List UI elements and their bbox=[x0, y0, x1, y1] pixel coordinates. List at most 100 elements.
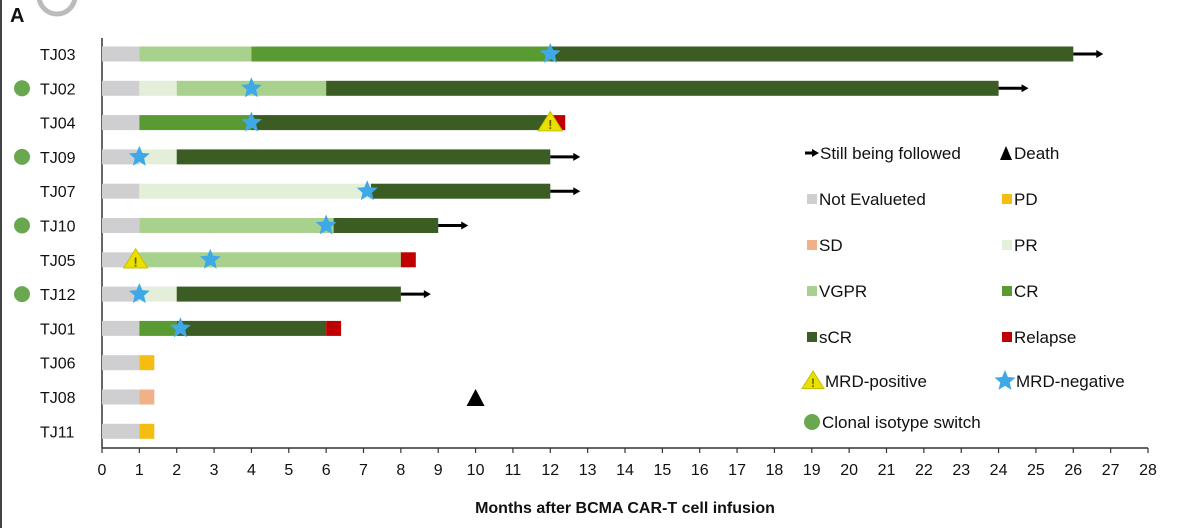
mrd-negative-star bbox=[241, 77, 262, 98]
bar-segment-scr bbox=[370, 183, 551, 199]
bar-segment-scr bbox=[326, 80, 999, 96]
mrd-negative-star bbox=[315, 214, 337, 235]
bar-segment-sd bbox=[139, 389, 155, 405]
x-tick-label: 11 bbox=[505, 462, 522, 479]
x-tick-label: 19 bbox=[803, 462, 821, 479]
mrd-negative-star bbox=[199, 248, 221, 269]
bar-segment-ne bbox=[102, 80, 140, 96]
legend-label: Death bbox=[1014, 144, 1059, 163]
bar-segment-cr bbox=[251, 46, 551, 62]
x-tick-label: 16 bbox=[691, 462, 709, 479]
bar-segment-ne bbox=[102, 183, 140, 199]
patient-label: TJ02 bbox=[40, 81, 76, 98]
legend-label: sCR bbox=[819, 328, 852, 347]
bar-segment-vgpr bbox=[139, 252, 401, 268]
legend-death-icon bbox=[1000, 146, 1012, 160]
bar-segment-relapse bbox=[326, 320, 342, 336]
still-followed-arrow-head bbox=[573, 187, 581, 196]
legend-swatch-pr bbox=[1002, 240, 1012, 250]
x-tick-label: 12 bbox=[541, 462, 559, 479]
x-tick-label: 27 bbox=[1102, 462, 1120, 479]
bar-segment-ne bbox=[102, 355, 140, 371]
x-tick-label: 4 bbox=[247, 462, 256, 479]
bar-segment-scr bbox=[251, 115, 551, 131]
x-tick-label: 23 bbox=[952, 462, 970, 479]
legend-warning-icon bbox=[801, 370, 825, 389]
legend-swatch-ne bbox=[807, 194, 817, 204]
x-axis-label: Months after BCMA CAR-T cell infusion bbox=[475, 500, 775, 517]
bar-segment-ne bbox=[102, 218, 140, 233]
legend-arrow-icon-head bbox=[812, 149, 819, 157]
bar-segment-scr bbox=[333, 218, 439, 233]
bar-segment-scr bbox=[550, 46, 1074, 62]
clonal-switch-marker bbox=[14, 148, 30, 165]
bar-segment-scr bbox=[176, 149, 551, 165]
bar-segment-pr bbox=[139, 149, 177, 165]
legend-label: Relapse bbox=[1014, 328, 1076, 347]
legend-label: MRD-negative bbox=[1016, 372, 1125, 391]
legend-label: PD bbox=[1014, 190, 1038, 209]
panel-badge-fragment bbox=[36, 0, 78, 17]
x-tick-label: 13 bbox=[579, 462, 597, 479]
clonal-switch-marker bbox=[14, 80, 30, 97]
patient-label: TJ03 bbox=[40, 47, 76, 64]
x-tick-label: 8 bbox=[396, 462, 405, 479]
still-followed-arrow-head bbox=[423, 290, 431, 299]
patient-label: TJ12 bbox=[40, 287, 76, 304]
still-followed-arrow-head bbox=[1096, 50, 1104, 58]
x-tick-label: 22 bbox=[915, 462, 933, 479]
x-tick-label: 26 bbox=[1064, 462, 1082, 479]
x-tick-label: 9 bbox=[434, 462, 443, 479]
bar-segment-ne bbox=[102, 389, 140, 405]
patient-label: TJ05 bbox=[40, 253, 76, 270]
panel-label: A bbox=[10, 5, 24, 27]
legend-label: Not Evalueted bbox=[819, 190, 926, 209]
bar-segment-cr bbox=[139, 115, 252, 131]
legend-label: CR bbox=[1014, 282, 1039, 301]
x-tick-label: 24 bbox=[990, 462, 1008, 479]
legend-swatch-cr bbox=[1002, 286, 1012, 296]
bar-segment-ne bbox=[102, 46, 140, 62]
x-tick-label: 2 bbox=[172, 462, 181, 479]
legend-swatch-scr bbox=[807, 332, 817, 342]
x-tick-label: 1 bbox=[135, 462, 144, 479]
legend-warning-icon-mark: ! bbox=[811, 376, 815, 390]
legend-label: Clonal isotype switch bbox=[822, 413, 981, 432]
mrd-negative-star bbox=[539, 43, 561, 63]
legend-label: SD bbox=[819, 236, 843, 255]
mrd-positive-marker-mark: ! bbox=[133, 254, 137, 269]
bar-segment-pr bbox=[139, 183, 371, 199]
x-tick-label: 21 bbox=[878, 462, 896, 479]
mrd-negative-star bbox=[128, 145, 150, 166]
bar-segment-ne bbox=[102, 423, 140, 439]
bar-segment-ne bbox=[102, 115, 140, 131]
bar-segment-ne bbox=[102, 320, 140, 336]
still-followed-arrow-head bbox=[1021, 84, 1029, 93]
still-followed-arrow-head bbox=[461, 221, 469, 230]
bar-segment-scr bbox=[176, 320, 327, 336]
legend-swatch-vgpr bbox=[807, 286, 817, 296]
legend-swatch-pd bbox=[1002, 194, 1012, 204]
bar-segment-pr bbox=[139, 286, 177, 302]
legend-label: MRD-positive bbox=[825, 372, 927, 391]
x-tick-label: 14 bbox=[616, 462, 634, 479]
x-tick-label: 7 bbox=[359, 462, 368, 479]
patient-label: TJ10 bbox=[40, 219, 76, 236]
legend-label: PR bbox=[1014, 236, 1038, 255]
mrd-positive-marker-mark: ! bbox=[548, 117, 552, 132]
legend-swatch-sd bbox=[807, 240, 817, 250]
bar-segment-vgpr bbox=[139, 46, 252, 62]
bar-segment-ne bbox=[102, 286, 140, 302]
bar-segment-vgpr bbox=[139, 218, 334, 233]
patient-label: TJ11 bbox=[40, 424, 74, 441]
x-tick-label: 25 bbox=[1027, 462, 1045, 479]
bar-segment-pr bbox=[139, 80, 177, 96]
death-marker bbox=[466, 389, 485, 406]
bar-segment-cr bbox=[139, 320, 177, 336]
legend-swatch-relapse bbox=[1002, 332, 1012, 342]
bar-segment-pd bbox=[139, 423, 155, 439]
patient-label: TJ04 bbox=[40, 116, 76, 133]
patient-label: TJ07 bbox=[40, 184, 76, 201]
x-tick-label: 18 bbox=[766, 462, 784, 479]
